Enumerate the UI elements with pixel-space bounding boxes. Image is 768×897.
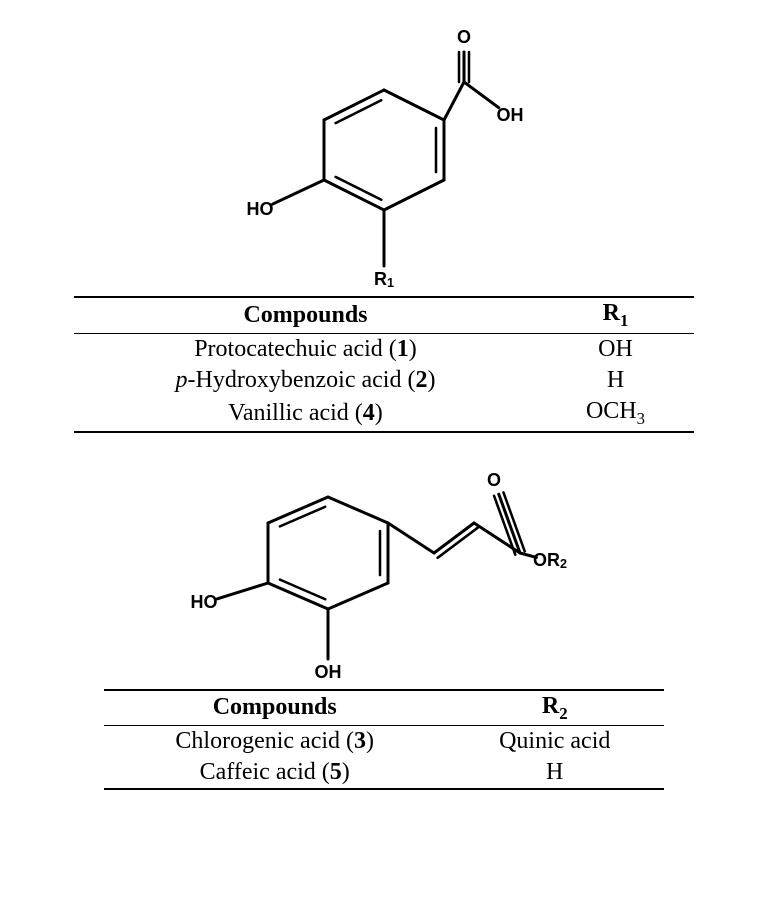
table-row: Protocatechuic acid (1)OH <box>74 333 694 365</box>
table-cell: Chlorogenic acid (3) <box>104 726 445 758</box>
svg-text:OR2: OR2 <box>533 549 567 571</box>
structure-1-wrap: O OH HO R1 <box>20 20 748 290</box>
table-cell: Protocatechuic acid (1) <box>74 333 537 365</box>
chemical-structure-2: O OR2 HO OH <box>174 463 594 683</box>
table-cell: H <box>445 757 664 789</box>
svg-text:OH: OH <box>315 661 342 681</box>
svg-text:OH: OH <box>497 105 524 125</box>
table-cell: H <box>537 365 694 396</box>
table-cell: Quinic acid <box>445 726 664 758</box>
section-2: O OR2 HO OH CompoundsR2 Chlorogenic acid (3… <box>20 463 748 791</box>
table-cell: OH <box>537 333 694 365</box>
svg-text:R1: R1 <box>374 269 394 290</box>
table-cell: OCH3 <box>537 396 694 432</box>
chemical-structure-1: O OH HO R1 <box>224 20 544 290</box>
table-row: p-Hydroxybenzoic acid (2)H <box>74 365 694 396</box>
table-cell: Vanillic acid (4) <box>74 396 537 432</box>
table-row: Caffeic acid (5)H <box>104 757 664 789</box>
table-row: Vanillic acid (4)OCH3 <box>74 396 694 432</box>
compound-table-2: CompoundsR2 Chlorogenic acid (3)Quinic a… <box>104 689 664 791</box>
column-header: R2 <box>445 690 664 726</box>
svg-text:O: O <box>487 469 501 489</box>
column-header: Compounds <box>74 297 537 333</box>
section-1: OOHHOR1 CompoundsR1 Protocatechuic acid … <box>20 20 748 433</box>
column-header: R1 <box>537 297 694 333</box>
table-cell: Caffeic acid (5) <box>104 757 445 789</box>
column-header: Compounds <box>104 690 445 726</box>
structure-2-wrap: O OR2 HO OH <box>20 463 748 683</box>
compound-table-1: CompoundsR1 Protocatechuic acid (1)OHp-H… <box>74 296 694 433</box>
svg-text:HO: HO <box>191 591 218 611</box>
svg-text:HO: HO <box>247 199 274 219</box>
table-cell: p-Hydroxybenzoic acid (2) <box>74 365 537 396</box>
svg-text:O: O <box>457 27 471 47</box>
table-row: Chlorogenic acid (3)Quinic acid <box>104 726 664 758</box>
